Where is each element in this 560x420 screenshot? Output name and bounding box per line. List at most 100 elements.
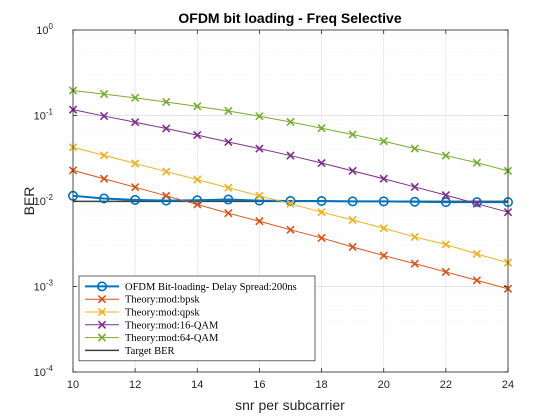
x-tick-label: 16 xyxy=(253,379,265,391)
data-point xyxy=(441,240,451,249)
data-point xyxy=(162,167,171,176)
legend: OFDM Bit-loading- Delay Spread:200ns Theo… xyxy=(78,275,316,362)
data-point xyxy=(317,233,326,243)
legend-swatch-marker xyxy=(97,295,107,304)
chart-title: OFDM bit loading - Freq Selective xyxy=(178,10,401,26)
data-point xyxy=(99,111,109,121)
data-point xyxy=(410,144,419,153)
data-point xyxy=(224,106,233,116)
data-point xyxy=(347,196,358,207)
data-point xyxy=(162,97,171,107)
y-axis-label: BER xyxy=(21,187,37,216)
x-tick-label: 22 xyxy=(440,379,452,391)
series-layer xyxy=(68,86,513,293)
data-point xyxy=(130,194,141,205)
data-point xyxy=(441,151,451,160)
data-point xyxy=(348,242,357,252)
data-point xyxy=(379,137,388,146)
legend-label: Theory:mod:64-QAM xyxy=(125,333,219,344)
data-point xyxy=(99,89,109,99)
data-point xyxy=(130,159,140,168)
data-point xyxy=(223,194,234,205)
legend-item: OFDM Bit-loading- Delay Spread:200ns xyxy=(85,281,297,293)
data-point xyxy=(193,130,202,140)
series-1 xyxy=(68,166,513,293)
data-point xyxy=(317,158,326,168)
x-tick-label: 18 xyxy=(315,379,327,391)
data-point xyxy=(285,196,296,207)
data-point xyxy=(130,93,140,102)
legend-item: Target BER xyxy=(85,346,175,357)
data-point xyxy=(162,191,171,200)
data-point xyxy=(224,137,233,147)
data-point xyxy=(130,183,140,192)
legend-item: Theory:mod:16-QAM xyxy=(85,320,219,331)
legend-label: Theory:mod:qpsk xyxy=(125,308,200,319)
data-point xyxy=(316,196,327,207)
data-point xyxy=(224,183,233,192)
legend-label: OFDM Bit-loading- Delay Spread:200ns xyxy=(125,282,297,293)
legend-label: Theory:mod:16-QAM xyxy=(125,320,219,331)
x-tick-label: 14 xyxy=(191,379,203,391)
data-point xyxy=(348,166,357,176)
y-tick-label: 100 xyxy=(36,22,53,37)
data-point xyxy=(193,175,202,184)
legend-swatch-marker xyxy=(97,333,107,342)
x-tick-label: 10 xyxy=(67,379,79,391)
data-point xyxy=(409,196,420,207)
x-axis-label: snr per subcarrier xyxy=(235,397,345,413)
data-point xyxy=(317,208,326,217)
legend-label: Target BER xyxy=(125,346,175,357)
data-point xyxy=(255,144,264,153)
y-tick-label: 10-1 xyxy=(34,108,54,123)
data-point xyxy=(224,209,233,218)
data-point xyxy=(440,197,451,208)
legend-label: Theory:mod:bpsk xyxy=(125,295,200,306)
legend-box xyxy=(78,275,316,362)
data-point xyxy=(130,118,140,127)
data-point xyxy=(441,191,451,200)
data-point xyxy=(286,151,295,160)
legend-swatch-marker xyxy=(97,307,107,317)
data-point xyxy=(410,259,419,268)
series-0 xyxy=(68,190,513,208)
legend-swatch-marker xyxy=(97,281,108,292)
data-point xyxy=(472,249,482,259)
data-point xyxy=(162,124,171,133)
data-point xyxy=(193,200,202,209)
series-line xyxy=(72,194,508,204)
data-point xyxy=(255,112,264,121)
data-point xyxy=(379,174,388,183)
data-point xyxy=(410,232,419,242)
data-point xyxy=(472,276,482,285)
data-point xyxy=(255,191,264,200)
data-point xyxy=(348,215,357,225)
data-point xyxy=(193,102,202,111)
data-point xyxy=(317,124,326,133)
data-point xyxy=(286,225,295,234)
data-point xyxy=(472,158,482,167)
series-4 xyxy=(68,86,513,176)
legend-item: Theory:mod:64-QAM xyxy=(85,333,219,344)
series-3 xyxy=(68,105,513,217)
y-axis-ticks: 10-4 10-3 10-2 10-1 100 xyxy=(34,22,508,379)
legend-item: Theory:mod:bpsk xyxy=(85,295,200,306)
legend-swatch-marker xyxy=(97,320,107,329)
x-tick-label: 24 xyxy=(502,379,514,391)
legend-item: Theory:mod:qpsk xyxy=(85,308,200,319)
data-point xyxy=(348,130,357,139)
data-point xyxy=(99,174,109,183)
data-point xyxy=(255,217,264,226)
data-point xyxy=(286,199,295,208)
data-point xyxy=(378,196,389,207)
x-axis-ticks: 10 12 14 16 18 20 22 24 xyxy=(67,30,514,391)
y-tick-label: 10-4 xyxy=(34,364,54,379)
data-point xyxy=(379,224,388,233)
data-point xyxy=(410,182,419,192)
data-point xyxy=(379,251,388,260)
data-point xyxy=(99,151,109,160)
y-tick-label: 10-2 xyxy=(34,193,54,208)
data-point xyxy=(441,267,451,277)
data-point xyxy=(286,117,295,127)
